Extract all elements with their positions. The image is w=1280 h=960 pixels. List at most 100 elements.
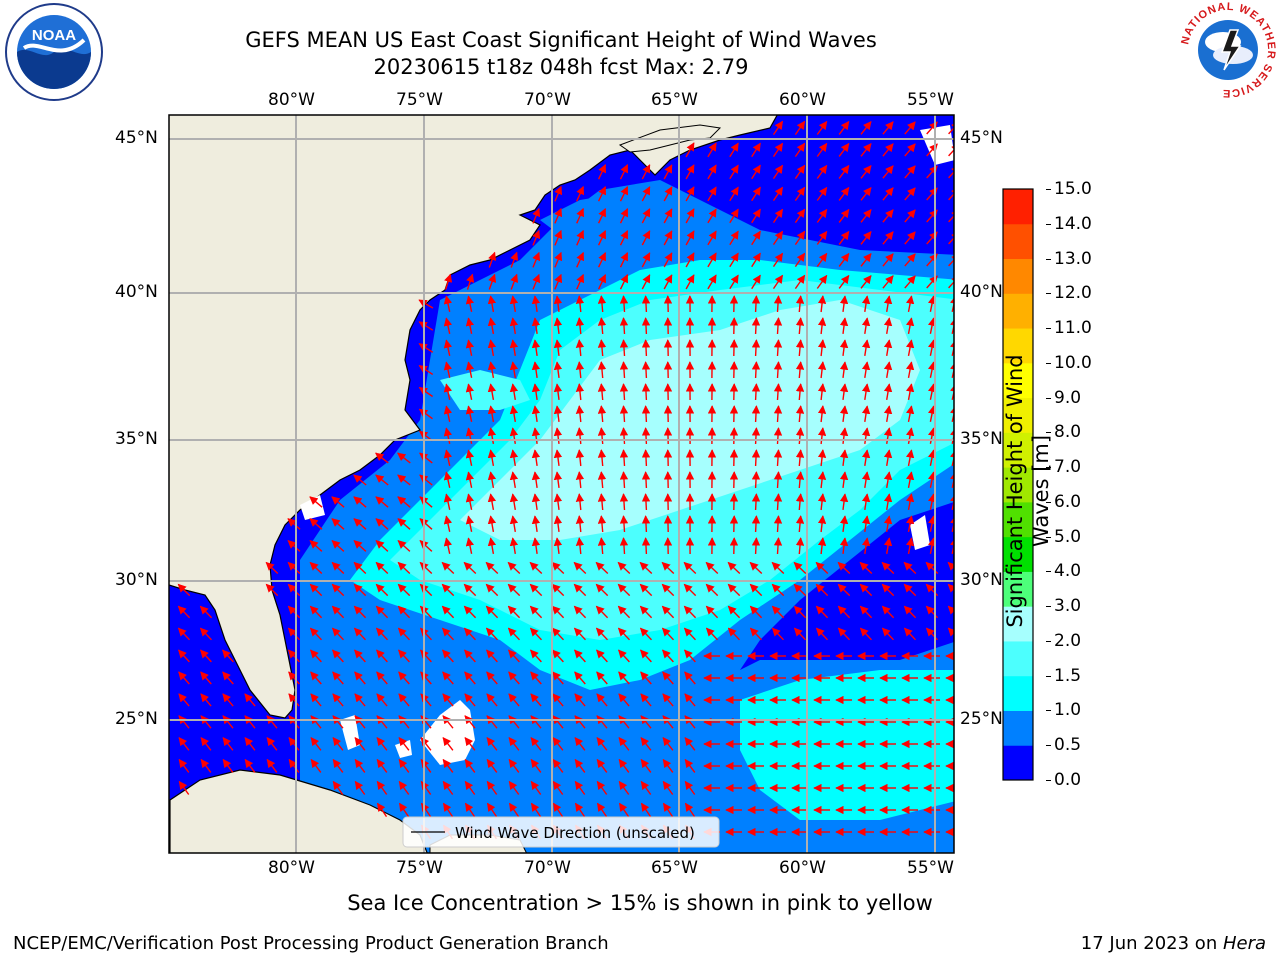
wind-wave-arrow [420, 649, 432, 663]
wind-wave-arrow [575, 295, 585, 313]
wind-wave-arrow [353, 561, 367, 575]
wind-wave-arrow [331, 605, 345, 619]
wind-wave-arrow [795, 339, 805, 357]
colorbar-label-line1: Significant Height of Wind [1003, 354, 1027, 628]
colorbar-tick-mark [1046, 501, 1051, 503]
wind-wave-arrow [795, 515, 805, 533]
lon-tick-top: 75°W [396, 90, 443, 110]
wind-wave-arrow [530, 758, 542, 773]
wind-wave-arrow [795, 471, 805, 489]
wind-wave-arrow [927, 339, 937, 356]
wind-wave-arrow [860, 165, 872, 179]
wind-wave-arrow [442, 802, 454, 817]
wind-wave-arrow [727, 627, 741, 641]
wind-wave-arrow [574, 671, 586, 685]
noaa-logo-text: NOAA [32, 27, 76, 44]
wind-wave-arrow [508, 758, 520, 773]
wind-wave-arrow [331, 627, 345, 641]
colorbar-tick-mark [1046, 258, 1051, 260]
wind-wave-arrow [619, 295, 629, 313]
wind-wave-arrow [772, 208, 784, 223]
wind-wave-arrow [729, 142, 739, 158]
wind-wave-arrow [465, 471, 475, 488]
colorbar-tick-mark [1046, 745, 1051, 747]
wind-wave-arrow [442, 649, 454, 663]
wind-wave-arrow [817, 515, 827, 533]
wind-wave-arrow [397, 518, 411, 530]
wind-wave-arrow [332, 671, 344, 685]
wind-wave-arrow [641, 515, 651, 533]
colorbar-tick-label: 12.0 [1054, 283, 1092, 304]
wind-wave-arrow [464, 715, 476, 729]
wind-wave-arrow [597, 537, 607, 555]
wind-wave-arrow [773, 449, 783, 467]
wind-wave-arrow [529, 583, 543, 597]
wind-wave-arrow [419, 518, 433, 530]
wind-wave-arrow [751, 471, 761, 489]
wind-wave-arrow [597, 274, 607, 290]
wind-wave-arrow [464, 780, 476, 795]
wind-wave-arrow [816, 208, 828, 223]
wind-wave-arrow [552, 758, 564, 773]
wind-wave-arrow [487, 383, 497, 401]
wind-wave-arrow [553, 317, 563, 334]
wind-wave-arrow [795, 317, 805, 335]
wind-wave-arrow [376, 758, 388, 773]
wind-wave-arrow [641, 252, 651, 268]
wind-wave-arrow [817, 471, 827, 489]
wind-wave-arrow [573, 561, 587, 575]
wind-wave-arrow [531, 449, 541, 466]
wind-wave-arrow [859, 627, 873, 641]
wind-wave-arrow [817, 361, 827, 379]
wind-wave-arrow [685, 252, 695, 268]
wind-wave-arrow [904, 209, 916, 223]
wind-wave-arrow [662, 737, 674, 751]
wind-wave-arrow [530, 693, 542, 707]
wind-wave-arrow [773, 295, 783, 313]
wind-wave-arrow [576, 207, 585, 224]
wind-wave-arrow [729, 186, 739, 202]
nws-logo: NATIONAL WEATHER SERVICE [1179, 1, 1276, 99]
wind-wave-arrow [793, 561, 807, 575]
wind-wave-arrow [529, 605, 543, 619]
wind-wave-arrow [398, 780, 410, 795]
wind-wave-arrow [509, 339, 519, 357]
wind-wave-arrow [617, 605, 631, 619]
wind-wave-arrow [595, 605, 609, 619]
wind-wave-arrow [574, 737, 586, 751]
wind-wave-arrow [532, 251, 541, 268]
wind-wave-arrow [751, 142, 761, 158]
wind-wave-arrow [618, 802, 630, 817]
wind-wave-arrow [575, 449, 585, 467]
colorbar-cell [1003, 362, 1033, 399]
wind-wave-arrow [398, 693, 410, 707]
wind-wave-arrow [530, 802, 542, 817]
wind-wave-arrow [597, 208, 607, 224]
wind-wave-arrow [397, 540, 411, 552]
wind-wave-arrow [751, 339, 761, 357]
lon-tick-bottom: 75°W [396, 858, 443, 878]
wind-wave-arrow [950, 361, 954, 378]
wind-wave-arrow [794, 274, 806, 290]
wind-wave-arrow [815, 605, 829, 619]
wind-wave-arrow [882, 121, 894, 135]
wind-wave-arrow [418, 321, 434, 331]
wind-wave-arrow [883, 515, 893, 533]
wind-wave-arrow [619, 471, 629, 489]
wind-wave-arrow [596, 715, 608, 729]
colorbar-tick-label: 5.0 [1054, 526, 1082, 547]
wind-wave-arrow [488, 251, 497, 268]
wind-wave-arrow [509, 317, 519, 335]
colorbar-cell [1003, 328, 1033, 364]
wind-wave-arrow [661, 605, 675, 619]
wind-wave-arrow [443, 383, 453, 400]
wind-wave-arrow [553, 449, 563, 466]
wind-wave-arrow [904, 231, 916, 245]
wind-wave-arrow [443, 295, 453, 312]
colorbar-tick-mark [1046, 189, 1051, 190]
wind-wave-arrow [287, 518, 301, 530]
wind-wave-arrow [727, 561, 741, 575]
wind-wave-arrow [905, 449, 915, 467]
wind-wave-arrow [948, 231, 954, 245]
wind-wave-arrow [773, 361, 783, 379]
